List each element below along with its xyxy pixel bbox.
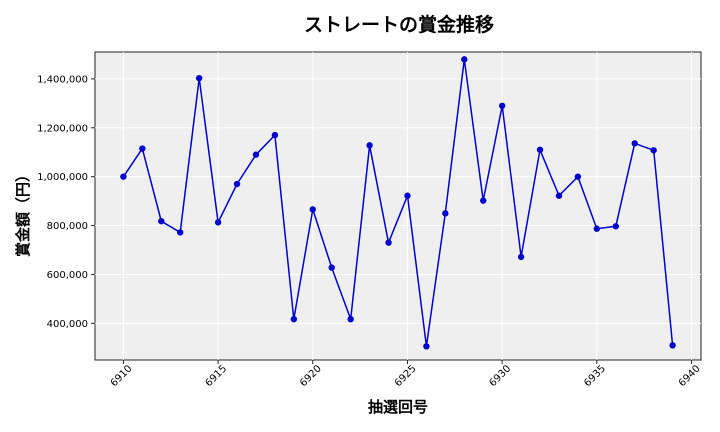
data-point xyxy=(366,142,373,149)
x-tick-label: 6925 xyxy=(393,363,419,389)
y-axis-label: 賞金額（円） xyxy=(14,167,32,257)
y-tick-label: 400,000 xyxy=(47,319,88,330)
x-tick-label: 6920 xyxy=(298,363,324,389)
y-tick-label: 800,000 xyxy=(47,221,88,232)
data-point xyxy=(252,151,260,158)
x-tick-label: 6910 xyxy=(109,363,135,389)
data-point xyxy=(517,253,525,261)
data-point xyxy=(385,239,392,246)
data-point xyxy=(574,173,582,180)
data-point xyxy=(423,343,430,350)
x-axis-label: 抽選回号 xyxy=(368,398,428,416)
data-point xyxy=(498,102,506,109)
data-point xyxy=(309,206,316,213)
data-point xyxy=(631,140,638,147)
data-point xyxy=(612,223,619,230)
data-point xyxy=(404,192,411,199)
y-tick-label: 1,000,000 xyxy=(37,172,88,183)
data-point xyxy=(555,192,563,199)
data-point xyxy=(442,210,449,217)
data-point xyxy=(158,217,165,225)
series-line xyxy=(122,59,674,347)
data-point xyxy=(195,74,203,82)
x-tick-label: 6940 xyxy=(677,363,703,389)
data-point xyxy=(461,56,468,63)
y-tick-label: 600,000 xyxy=(47,270,88,281)
data-point xyxy=(650,147,657,154)
data-point xyxy=(214,219,222,226)
x-tick-label: 6930 xyxy=(488,363,514,389)
data-point xyxy=(177,229,184,236)
x-tick-label: 6935 xyxy=(582,363,608,389)
data-point xyxy=(347,315,354,323)
data-point xyxy=(593,225,601,232)
plot-area xyxy=(94,51,702,361)
x-axis: 6910 6915 6920 6925 6930 6935 6940 xyxy=(109,360,703,389)
x-tick-label: 6915 xyxy=(203,363,229,389)
y-tick-label: 1,400,000 xyxy=(37,74,88,85)
data-point xyxy=(139,145,146,152)
chart-title: ストレートの賞金推移 xyxy=(304,13,494,36)
data-point xyxy=(120,173,127,180)
series-layer xyxy=(120,56,676,350)
data-point xyxy=(328,264,335,271)
data-point xyxy=(290,315,298,323)
data-point xyxy=(271,131,279,139)
y-tick-label: 1,200,000 xyxy=(37,123,88,134)
data-point xyxy=(233,180,241,188)
data-point xyxy=(669,342,676,349)
data-point xyxy=(536,146,544,153)
data-point xyxy=(480,197,487,204)
y-axis: 400,000 600,000 800,000 1,000,000 1,200,000 1… xyxy=(37,74,95,330)
